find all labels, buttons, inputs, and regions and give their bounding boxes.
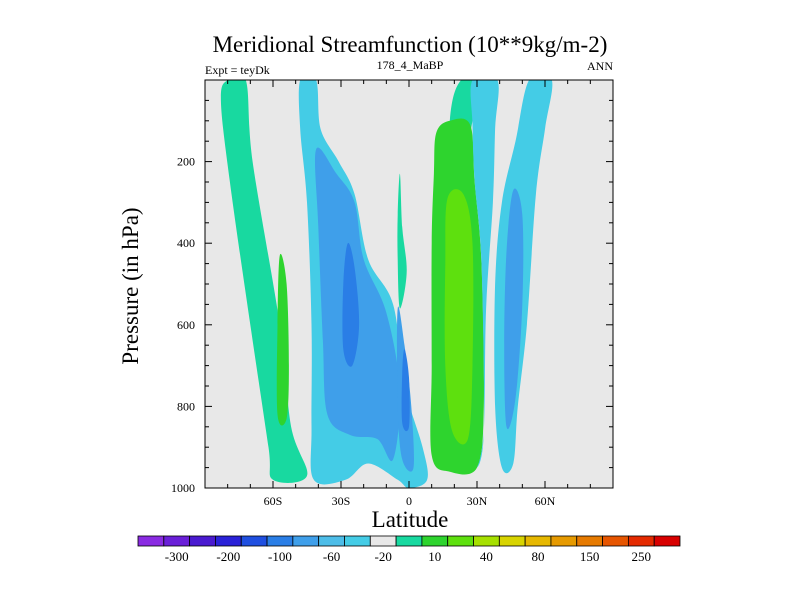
colorbar-label: 250 [632, 549, 652, 564]
run-label: 178_4_MaBP [377, 58, 444, 72]
colorbar-label: -200 [216, 549, 240, 564]
nh-tropic-band [470, 80, 499, 468]
period-label: ANN [587, 59, 613, 73]
nh-hadley-core [444, 189, 474, 445]
colorbar-swatch [550, 535, 578, 547]
x-tick-label: 30S [332, 494, 351, 508]
colorbar-label: -60 [323, 549, 340, 564]
eq-core [401, 349, 410, 432]
sh-ferrel-core [276, 253, 289, 426]
x-axis: 60S 30S 0 30N 60N [227, 80, 591, 508]
colorbar-swatch [266, 535, 294, 547]
colorbar-swatch [395, 535, 423, 547]
colorbar-swatch [318, 535, 345, 547]
contour-regions [220, 80, 553, 488]
sh-hadley-inner [342, 242, 360, 367]
colorbar-swatch [369, 535, 397, 547]
experiment-label: Expt = teyDk [205, 63, 270, 77]
y-axis-label: Pressure (in hPa) [118, 207, 143, 364]
colorbar-swatch [653, 535, 681, 547]
colorbar-swatch [421, 535, 449, 547]
colorbar-label: 150 [580, 549, 600, 564]
chart-title: Meridional Streamfunction (10**9kg/m-2) [213, 32, 608, 57]
x-tick-label: 60S [264, 494, 283, 508]
colorbar-swatch [524, 535, 552, 547]
nh-polar-core [504, 188, 524, 430]
colorbar-swatch [189, 535, 216, 547]
colorbar: -300 -200 -100 -60 -20 10 40 80 150 250 [137, 535, 681, 564]
colorbar-swatch [576, 535, 603, 547]
colorbar-label: -300 [165, 549, 189, 564]
y-axis: 200 400 600 800 1000 [171, 99, 613, 495]
y-tick-label: 200 [177, 155, 195, 169]
colorbar-label: -20 [375, 549, 392, 564]
x-tick-label: 60N [535, 494, 556, 508]
colorbar-swatch [602, 535, 629, 547]
colorbar-swatch [447, 535, 474, 547]
colorbar-swatch [627, 535, 655, 547]
y-tick-label: 600 [177, 318, 195, 332]
colorbar-swatch [137, 535, 165, 547]
x-axis-label: Latitude [372, 507, 449, 532]
colorbar-label: 40 [480, 549, 493, 564]
colorbar-swatch [292, 535, 320, 547]
colorbar-swatch [215, 535, 242, 547]
x-tick-label: 30N [467, 494, 488, 508]
y-tick-label: 1000 [171, 481, 195, 495]
colorbar-swatch [240, 535, 268, 547]
colorbar-swatch [344, 535, 371, 547]
colorbar-label: 80 [532, 549, 545, 564]
y-tick-label: 800 [177, 399, 195, 413]
colorbar-label: 10 [428, 549, 441, 564]
y-tick-label: 400 [177, 236, 195, 250]
colorbar-swatch [473, 535, 500, 547]
colorbar-swatch [498, 535, 526, 547]
colorbar-swatch [163, 535, 191, 547]
colorbar-label: -100 [268, 549, 292, 564]
eq-green-spike [397, 173, 407, 309]
x-tick-label: 0 [406, 494, 412, 508]
